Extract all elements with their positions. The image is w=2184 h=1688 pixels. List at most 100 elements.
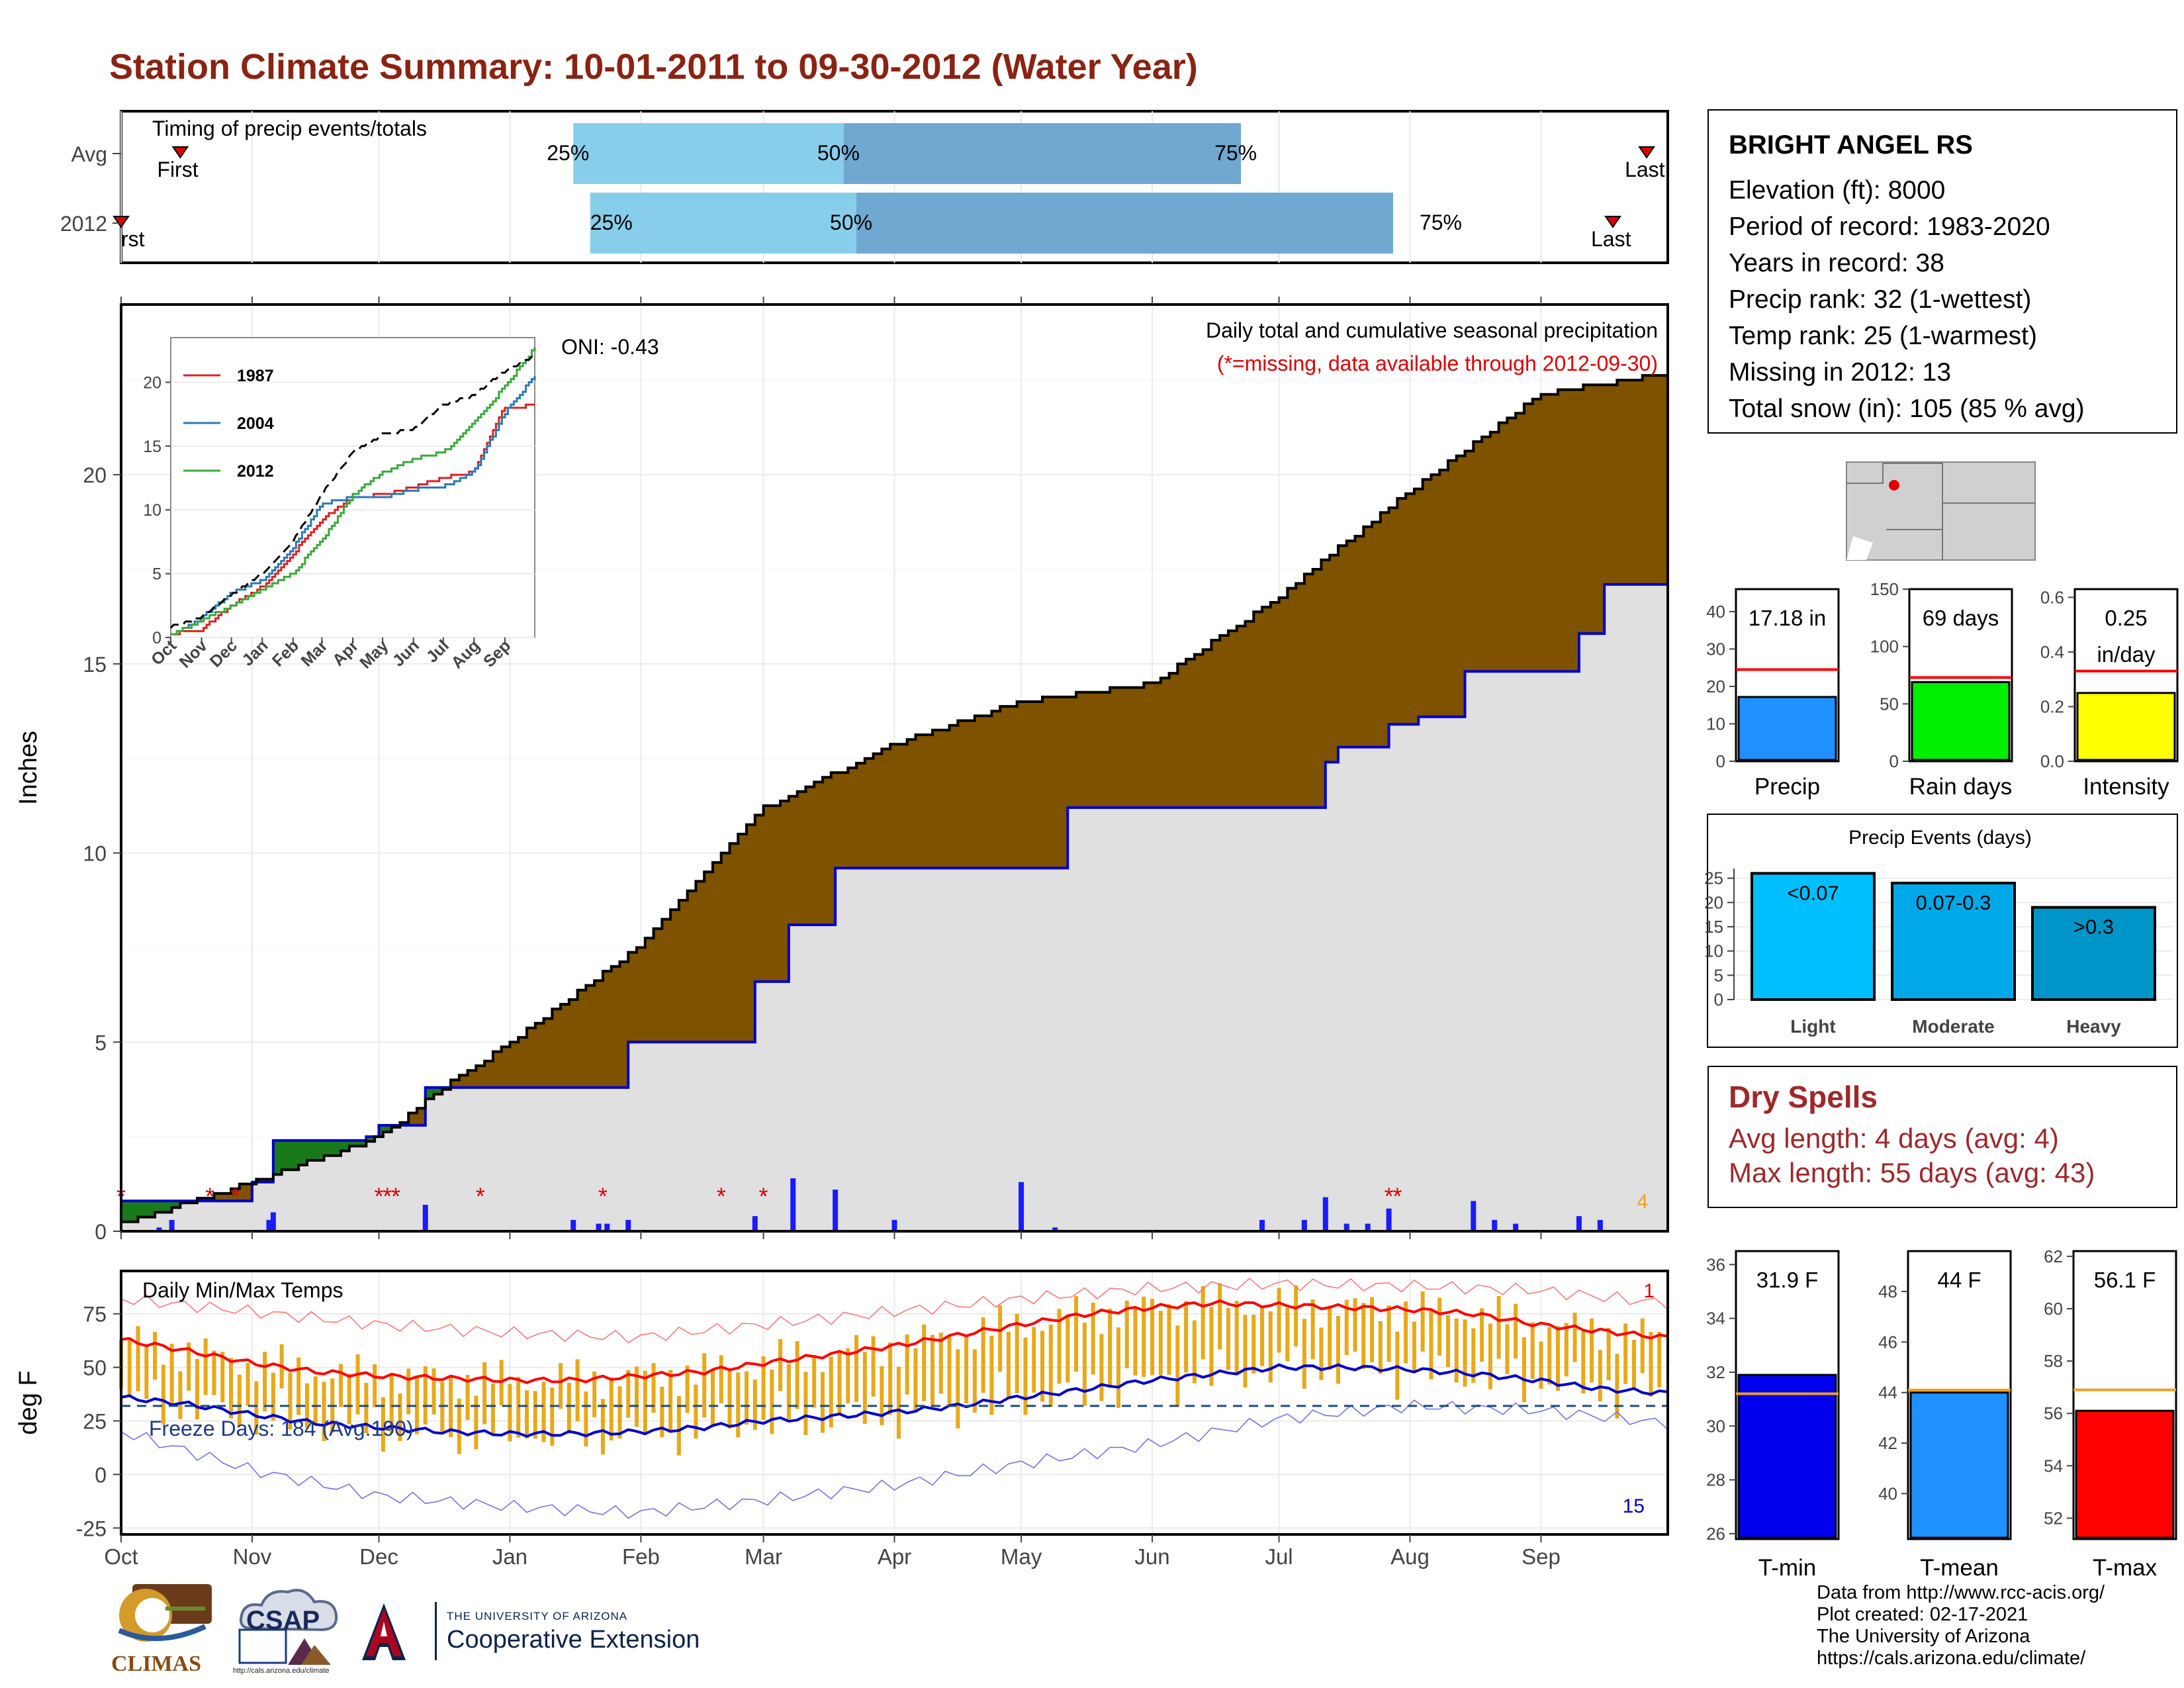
daily-precip-bar: [891, 1219, 897, 1231]
daily-temp-bar: [1116, 1327, 1120, 1408]
x-tick-label: Sep: [1522, 1544, 1561, 1569]
daily-precip-bar: [752, 1216, 758, 1231]
y-tick-label: 0: [95, 1463, 107, 1487]
daily-precip-bar: [833, 1190, 839, 1231]
x-tick-label: Aug: [1390, 1544, 1430, 1569]
dry-spells-max: Max length: 55 days (avg: 43): [1729, 1157, 2095, 1188]
daily-temp-bar: [373, 1364, 377, 1407]
daily-temp-bar: [1015, 1313, 1019, 1393]
daily-precip-bar: [1597, 1219, 1603, 1231]
daily-temp-bar: [1082, 1323, 1087, 1406]
daily-temp-bar: [449, 1375, 453, 1437]
daily-temp-bar: [1302, 1319, 1306, 1389]
missing-day-marker: *: [391, 1183, 400, 1210]
daily-temp-bar: [1150, 1299, 1154, 1376]
daily-temp-bar: [541, 1382, 546, 1442]
events-y-tick: 25: [1704, 868, 1723, 888]
daily-temp-bar: [1564, 1323, 1569, 1377]
daily-temp-bar: [1057, 1309, 1062, 1384]
daily-temp-bar: [1539, 1341, 1543, 1389]
page-title: Station Climate Summary: 10-01-2011 to 0…: [109, 47, 1198, 87]
daily-temp-bar: [1505, 1324, 1510, 1374]
daily-temp-bar: [1048, 1324, 1053, 1407]
daily-precip-bar: [1471, 1201, 1477, 1231]
y-axis-label: Inches: [15, 731, 42, 805]
timing-row-label: Avg: [71, 142, 107, 166]
daily-temp-bar: [381, 1397, 385, 1452]
daily-temp-bar: [398, 1393, 402, 1441]
chart-title: Daily total and cumulative seasonal prec…: [1206, 318, 1658, 342]
daily-temp-bar: [820, 1372, 825, 1433]
daily-temp-bar: [584, 1391, 588, 1446]
daily-temp-bar: [212, 1350, 216, 1395]
daily-temp-bar: [1218, 1283, 1222, 1350]
daily-temp-bar: [1285, 1307, 1290, 1362]
side-panel-y-tick: 58: [2044, 1351, 2063, 1371]
side-panel-y-tick: 150: [1870, 579, 1899, 599]
station-precip-rank: Precip rank: 32 (1-wettest): [1729, 285, 2032, 314]
daily-temp-bar: [1294, 1286, 1298, 1346]
timing-last-label: Last: [1625, 158, 1665, 181]
x-tick-label: Dec: [359, 1544, 398, 1569]
side-panel-label: Precip: [1754, 774, 1820, 800]
daily-temp-bar: [837, 1353, 842, 1415]
timing-bar-q2: [856, 193, 1393, 254]
map-background: [1846, 461, 2036, 561]
events-y-tick: 15: [1704, 917, 1723, 937]
daily-temp-bar: [989, 1336, 994, 1415]
timing-first-marker: [113, 216, 130, 228]
side-panel-y-tick: 36: [1706, 1254, 1725, 1274]
avg-temp-line: [120, 1363, 1668, 1438]
x-tick-label: Nov: [233, 1544, 272, 1569]
daily-temp-bar: [1623, 1323, 1628, 1384]
x-tick-label: Jun: [1134, 1544, 1169, 1569]
daily-temp-bar: [905, 1335, 909, 1395]
inset-legend-label: 2004: [237, 414, 274, 433]
daily-temp-bar: [313, 1376, 318, 1424]
daily-temp-bar: [871, 1336, 876, 1397]
csap-url: http://cals.arizona.edu/climate: [233, 1667, 330, 1675]
daily-temp-bar: [203, 1338, 208, 1395]
daily-temp-bar: [1640, 1318, 1645, 1374]
ua-divider: [435, 1602, 437, 1660]
daily-temp-bar: [745, 1371, 749, 1425]
timing-title: Timing of precip events/totals: [152, 117, 427, 140]
daily-temp-bar: [524, 1390, 529, 1439]
timing-row-label: 2012: [60, 212, 107, 236]
precip-event-bar: [1891, 882, 2016, 1001]
precip-event-category: Light: [1790, 1016, 1835, 1037]
daily-precip-bar: [270, 1212, 276, 1231]
daily-temp-bar: [685, 1365, 690, 1413]
side-panel-y-tick: 56: [2044, 1403, 2063, 1423]
daily-temp-bar: [406, 1368, 411, 1415]
daily-temp-bar: [136, 1326, 140, 1391]
daily-temp-bar: [271, 1372, 275, 1421]
daily-temp-bar: [1243, 1315, 1248, 1388]
timing-p50-label: 50%: [817, 141, 860, 165]
daily-temp-bar: [829, 1356, 833, 1428]
station-name: BRIGHT ANGEL RS: [1729, 130, 1973, 160]
daily-temp-bar: [710, 1370, 715, 1427]
daily-temp-bar: [288, 1372, 293, 1430]
daily-temp-bar: [322, 1382, 326, 1441]
side-panel-y-tick: 60: [2044, 1299, 2063, 1319]
daily-temp-bar: [1353, 1298, 1357, 1352]
y-tick-label: 10: [83, 842, 107, 866]
daily-temp-bar: [220, 1352, 225, 1403]
missing-day-marker: *: [230, 1183, 240, 1210]
record-temp-line: [120, 1278, 1668, 1344]
daily-precip-bar: [1259, 1219, 1265, 1231]
daily-temp-bar: [254, 1381, 259, 1435]
daily-temp-bar: [1310, 1299, 1315, 1360]
daily-temp-bar: [1480, 1308, 1484, 1362]
daily-temp-bar: [127, 1338, 132, 1397]
daily-temp-bar: [1496, 1295, 1501, 1359]
daily-temp-bar: [229, 1358, 234, 1419]
daily-temp-bar: [778, 1338, 783, 1391]
climas-wordmark: CLIMAS: [111, 1652, 202, 1676]
daily-temp-bar: [913, 1348, 918, 1413]
daily-temp-bar: [533, 1391, 537, 1439]
timing-p25-label: 25%: [590, 211, 633, 234]
